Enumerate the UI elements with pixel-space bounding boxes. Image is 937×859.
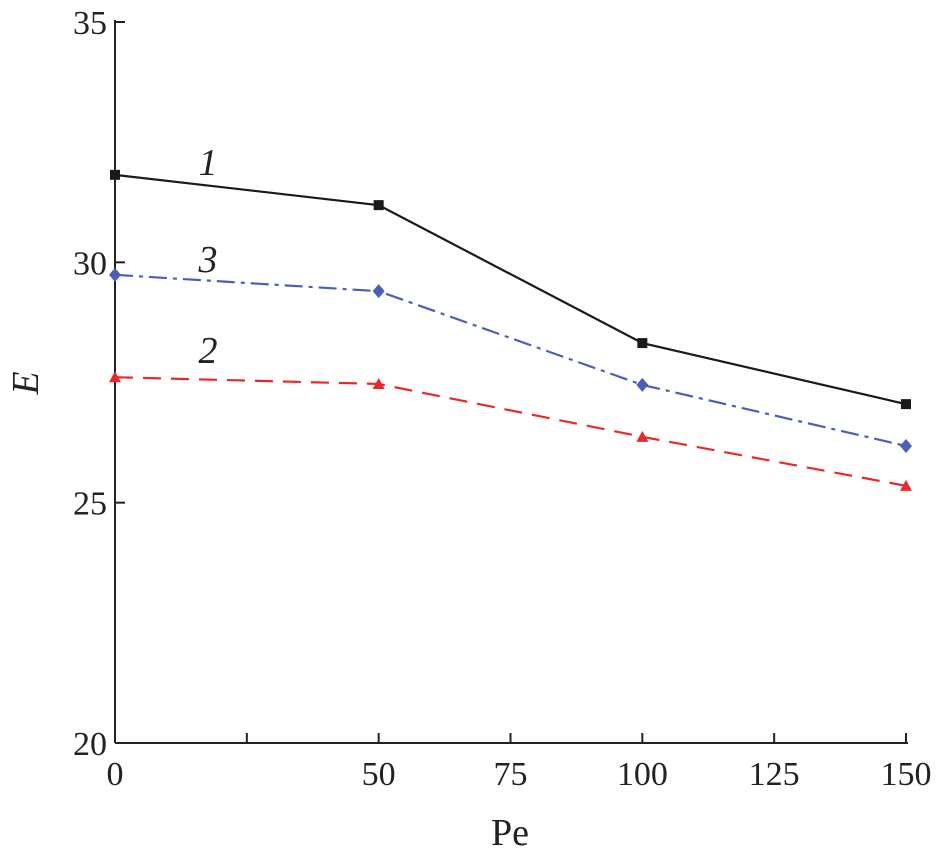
data-point (637, 338, 648, 349)
data-point (900, 438, 912, 453)
data-point (636, 430, 649, 442)
y-axis-label: E (5, 371, 47, 395)
x-tick-label: 0 (107, 756, 124, 793)
y-tick-label: 25 (73, 486, 107, 523)
series-group: 1 2 3 (109, 142, 912, 491)
x-tick-label: 125 (749, 756, 800, 793)
data-point (373, 200, 384, 211)
y-tick-label: 35 (73, 5, 107, 42)
data-point (109, 371, 121, 383)
x-tick-label: 100 (617, 756, 668, 793)
data-point (109, 267, 121, 282)
series-label-1: 1 (199, 142, 218, 184)
data-point (372, 377, 385, 389)
data-point (900, 479, 912, 491)
data-point (110, 169, 120, 180)
x-tick-label: 150 (881, 756, 932, 793)
y-tick-label: 20 (73, 726, 107, 763)
data-point (901, 399, 911, 410)
y-tick-label: 30 (73, 245, 107, 282)
x-tick-label: 75 (494, 756, 528, 793)
data-point (636, 377, 649, 392)
series-line-1 (114, 173, 907, 406)
axes: 0 50 75 100 125 150 20 25 30 35 (73, 5, 932, 793)
series-label-3: 3 (198, 239, 218, 281)
data-point (372, 284, 385, 299)
x-tick-label: 50 (362, 756, 396, 793)
x-axis-label: Pe (491, 812, 529, 854)
series-label-2: 2 (199, 330, 218, 372)
series-line-2 (114, 376, 907, 487)
series-line-3 (114, 273, 907, 448)
